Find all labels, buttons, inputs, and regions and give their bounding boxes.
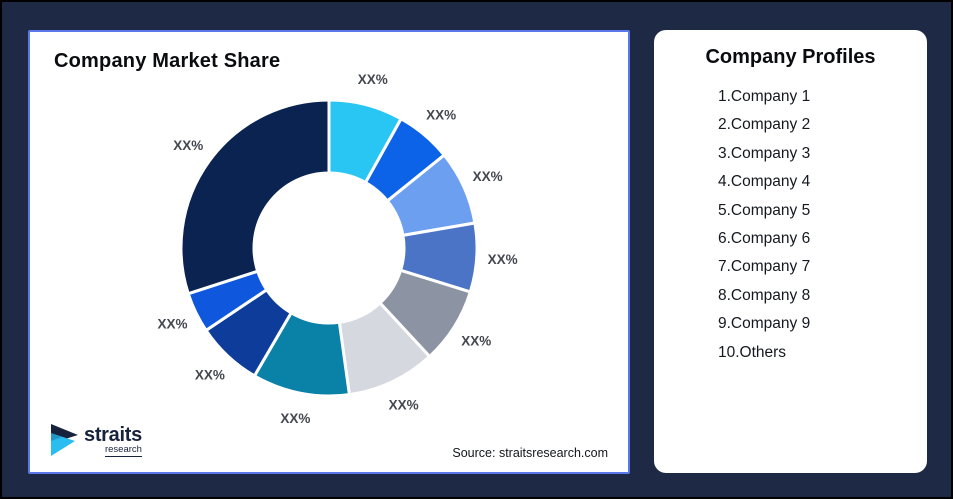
donut-segment	[179, 98, 331, 296]
donut-chart: XX% XX% XX% XX% XX% XX% XX% XX% XX% XX%	[157, 72, 518, 426]
logo-wordmark: straits research	[84, 424, 142, 457]
segment-percent-label: XX%	[280, 411, 310, 426]
list-item: 1.Company 1	[718, 88, 811, 105]
segment-percent-label: XX%	[461, 333, 491, 348]
list-item: 7.Company 7	[718, 258, 811, 276]
list-item: 10.Others	[718, 343, 787, 361]
logo-brand-text: straits	[84, 424, 142, 446]
segment-percent-label: XX%	[389, 398, 419, 413]
list-item: 5.Company 5	[718, 201, 811, 219]
segment-percent-label: XX%	[473, 169, 503, 184]
segment-percent-label: XX%	[157, 317, 187, 332]
company-profiles-card: Company Profiles 1.Company 1 2.Company 2…	[654, 30, 927, 473]
list-item: 9.Company 9	[718, 315, 811, 333]
segment-percent-label: XX%	[358, 72, 388, 87]
list-item: 6.Company 6	[718, 230, 811, 248]
market-share-card: XX% XX% XX% XX% XX% XX% XX% XX% XX% XX% Company M…	[28, 30, 630, 474]
straits-logo-icon	[51, 424, 78, 456]
segment-percent-label: XX%	[426, 107, 456, 122]
profiles-title: Company Profiles	[705, 46, 876, 68]
segment-percent-label: XX%	[488, 252, 518, 267]
logo-sub-text: research	[104, 444, 142, 457]
straits-research-logo: straits research	[50, 424, 142, 458]
list-item: 8.Company 8	[718, 286, 811, 304]
company-list: 1.Company 1 2.Company 2 3.Company 3 4.Co…	[654, 83, 927, 367]
list-item: 4.Company 4	[718, 173, 811, 191]
source-attribution: Source: straitsresearch.com	[452, 446, 608, 460]
segment-percent-label: XX%	[195, 367, 225, 382]
list-item: 3.Company 3	[718, 144, 811, 162]
segment-percent-label: XX%	[173, 138, 203, 153]
list-item: 2.Company 2	[718, 116, 811, 134]
chart-title: Company Market Share	[54, 50, 281, 72]
